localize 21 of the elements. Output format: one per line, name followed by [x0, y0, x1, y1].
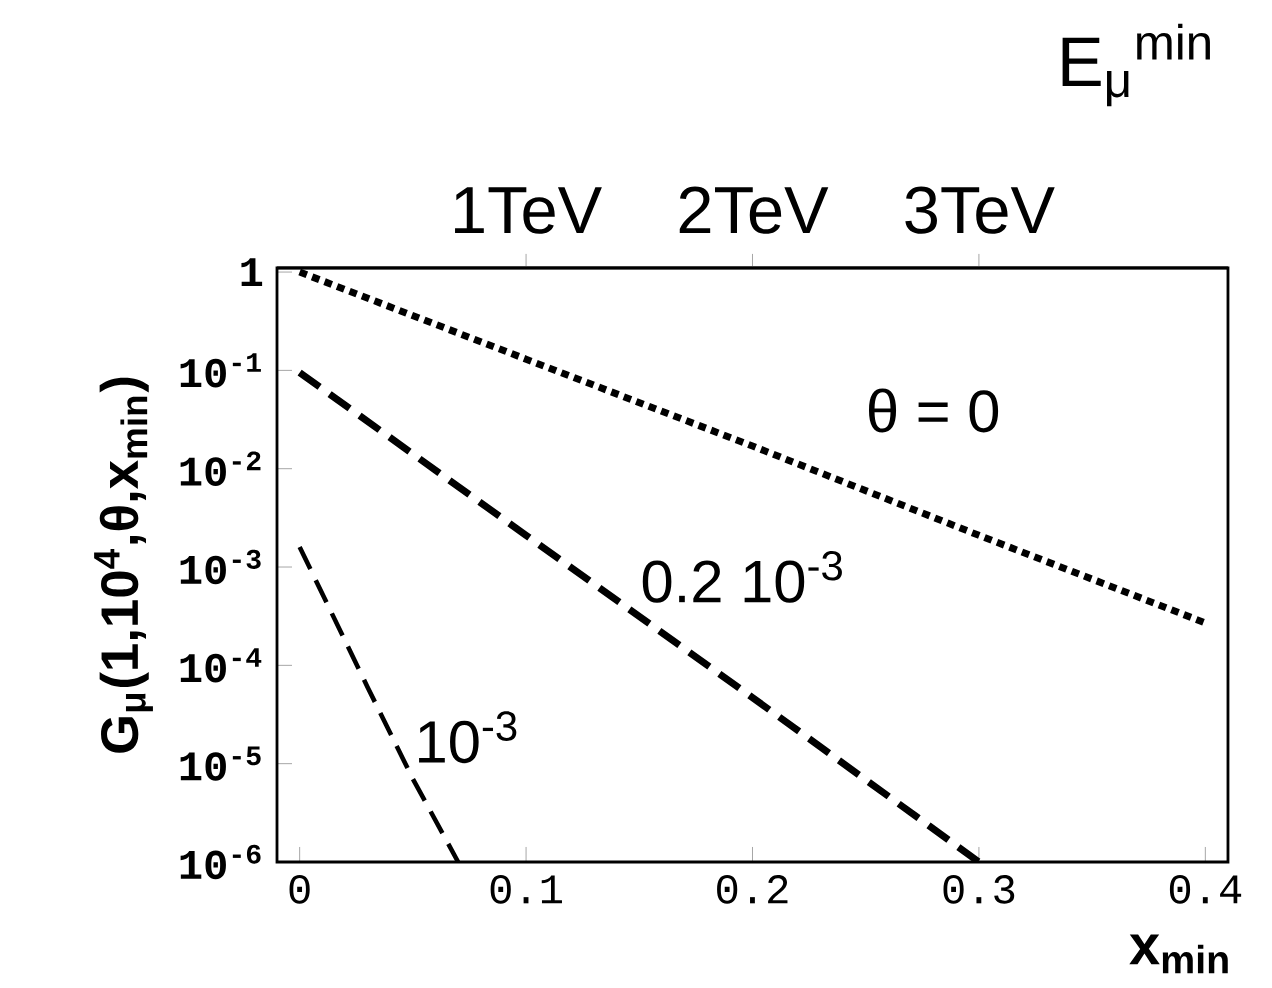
x-axis-title: x$_{min}$: [1129, 934, 1228, 974]
x2-tick-label: 2TeV: [679, 186, 829, 234]
y-tick-label: 1: [241, 258, 263, 286]
x-tick-label: 0.1: [490, 875, 562, 904]
y-tick-label: 10$^{-1}$: [180, 353, 261, 388]
x-tick-label: 0.4: [1169, 875, 1242, 904]
y-tick-label: 10$^{-5}$: [180, 746, 261, 781]
y-tick-label: 10$^{-2}$: [180, 451, 261, 486]
x2-axis-title: E$_{μ}$min: [1062, 23, 1210, 107]
x-tick-label: 0.3: [943, 875, 1015, 904]
x2-tick-label: 3TeV: [905, 186, 1055, 234]
annotation: θ = 0: [868, 388, 999, 433]
x-tick-label: 0: [289, 875, 310, 904]
annotation: 0.2 10$^{-3}$: [642, 550, 842, 603]
y-tick-label: 10$^{-3}$: [180, 549, 261, 585]
annotation: 10$^{-3}$: [419, 711, 517, 764]
x2-tick-label: 1TeV: [455, 187, 602, 234]
x-tick-label: 0.2: [717, 875, 788, 904]
y-axis-title: G$_{μ}$(1,10$^{4}$,θ,x$_{min}$): [94, 377, 153, 753]
y-tick-label: 10$^{-6}$: [180, 844, 261, 880]
y-tick-label: 10$^{-4}$: [180, 648, 262, 683]
